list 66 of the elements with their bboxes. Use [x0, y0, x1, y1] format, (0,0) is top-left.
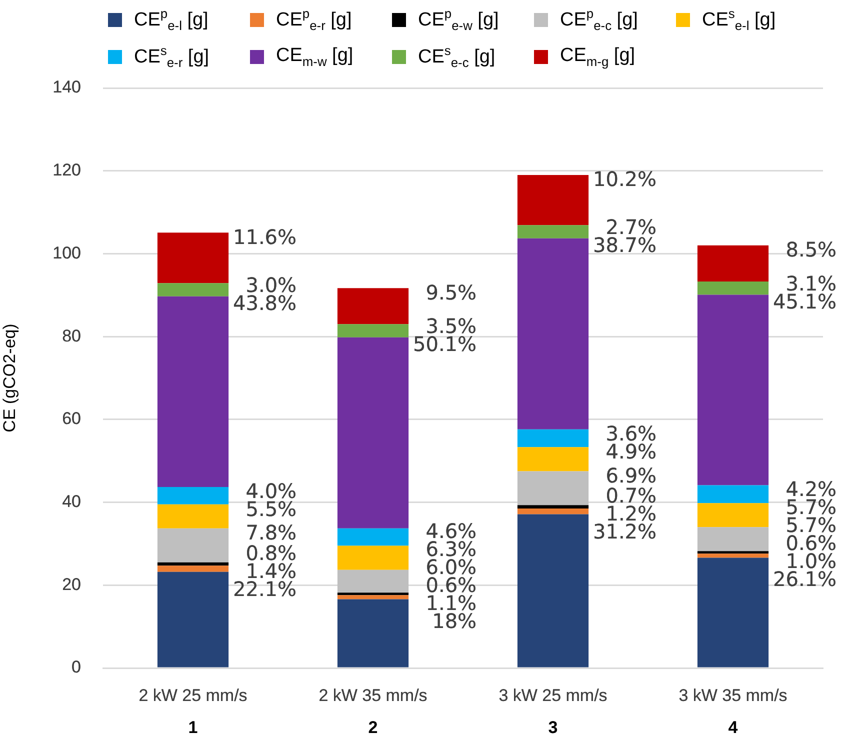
bar — [157, 562, 229, 566]
y-tick-label: 120 — [52, 160, 81, 180]
bar — [337, 570, 409, 593]
bar — [337, 288, 409, 324]
bar — [697, 245, 769, 282]
bar — [157, 528, 229, 562]
y-axis-title: CE (gCO2-eq) — [0, 324, 19, 432]
legend-label: CE$_{m-w}$ [g] — [276, 44, 354, 69]
x-tick-label: 2 kW 25 mm/s 1 — [138, 686, 248, 738]
legend-label: CE$^{s}$$_{e-r}$ [g] — [134, 43, 210, 70]
bar — [697, 485, 769, 504]
bar — [157, 296, 229, 487]
legend-label: CE$^{p}$$_{e-c}$ [g] — [560, 6, 638, 34]
legend-label: CE$^{p}$$_{e-w}$ [g] — [418, 6, 499, 34]
bar — [337, 337, 409, 528]
bar — [517, 175, 589, 226]
y-tick-label: 20 — [62, 574, 81, 594]
bar — [517, 505, 589, 508]
bar — [157, 504, 229, 528]
bar — [517, 429, 589, 448]
y-tick-label: 40 — [62, 492, 81, 511]
bar — [517, 471, 589, 506]
bar — [337, 599, 409, 668]
bar — [697, 527, 769, 552]
legend-label: CE$^{p}$$_{e-l}$ [g] — [134, 6, 208, 34]
bar — [697, 558, 769, 668]
legend-label: CE$_{m-g}$ [g] — [560, 44, 636, 69]
bar — [697, 503, 769, 528]
bar — [337, 592, 409, 596]
y-tick-label: 100 — [52, 243, 81, 262]
bar — [697, 551, 769, 554]
bar — [517, 514, 589, 668]
y-tick-label: 60 — [62, 409, 81, 428]
annotation: 7.8% — [246, 520, 297, 545]
bar — [337, 595, 409, 600]
legend-label: CE$^{s}$$_{e-c}$ [g] — [418, 43, 496, 70]
x-tick-label: 3 kW 35 mm/s 4 — [678, 686, 788, 738]
annotation: 18% — [432, 609, 477, 634]
legend-label: CE$^{p}$$_{e-r}$ [g] — [276, 6, 352, 34]
annotation: 9.5% — [426, 280, 477, 304]
y-tick-label: 140 — [52, 78, 81, 97]
annotation: 8.5% — [786, 238, 837, 262]
bar — [337, 546, 409, 570]
y-tick-label: 80 — [62, 326, 81, 346]
bar — [697, 281, 769, 295]
bar — [157, 232, 229, 284]
bar — [157, 572, 229, 668]
bar — [697, 554, 769, 558]
bar — [337, 324, 409, 338]
bar — [337, 528, 409, 546]
bar — [157, 566, 229, 572]
annotation: 6.9% — [606, 463, 657, 488]
x-tick-label: 2 kW 35 mm/s 2 — [318, 686, 428, 738]
bar — [157, 283, 229, 296]
annotation: 11.6% — [233, 224, 297, 249]
bar — [517, 508, 589, 514]
annotation: 31.2% — [593, 520, 657, 544]
y-tick-label: 0 — [72, 658, 81, 677]
bar — [157, 486, 229, 504]
bar — [517, 238, 589, 430]
bar — [517, 447, 589, 472]
bar — [517, 225, 589, 238]
bar — [697, 294, 769, 486]
legend-label: CE$^{s}$$_{e-l}$ [g] — [702, 6, 776, 34]
x-tick-label: 3 kW 25 mm/s 3 — [498, 686, 608, 738]
annotation: 10.2% — [593, 167, 657, 192]
